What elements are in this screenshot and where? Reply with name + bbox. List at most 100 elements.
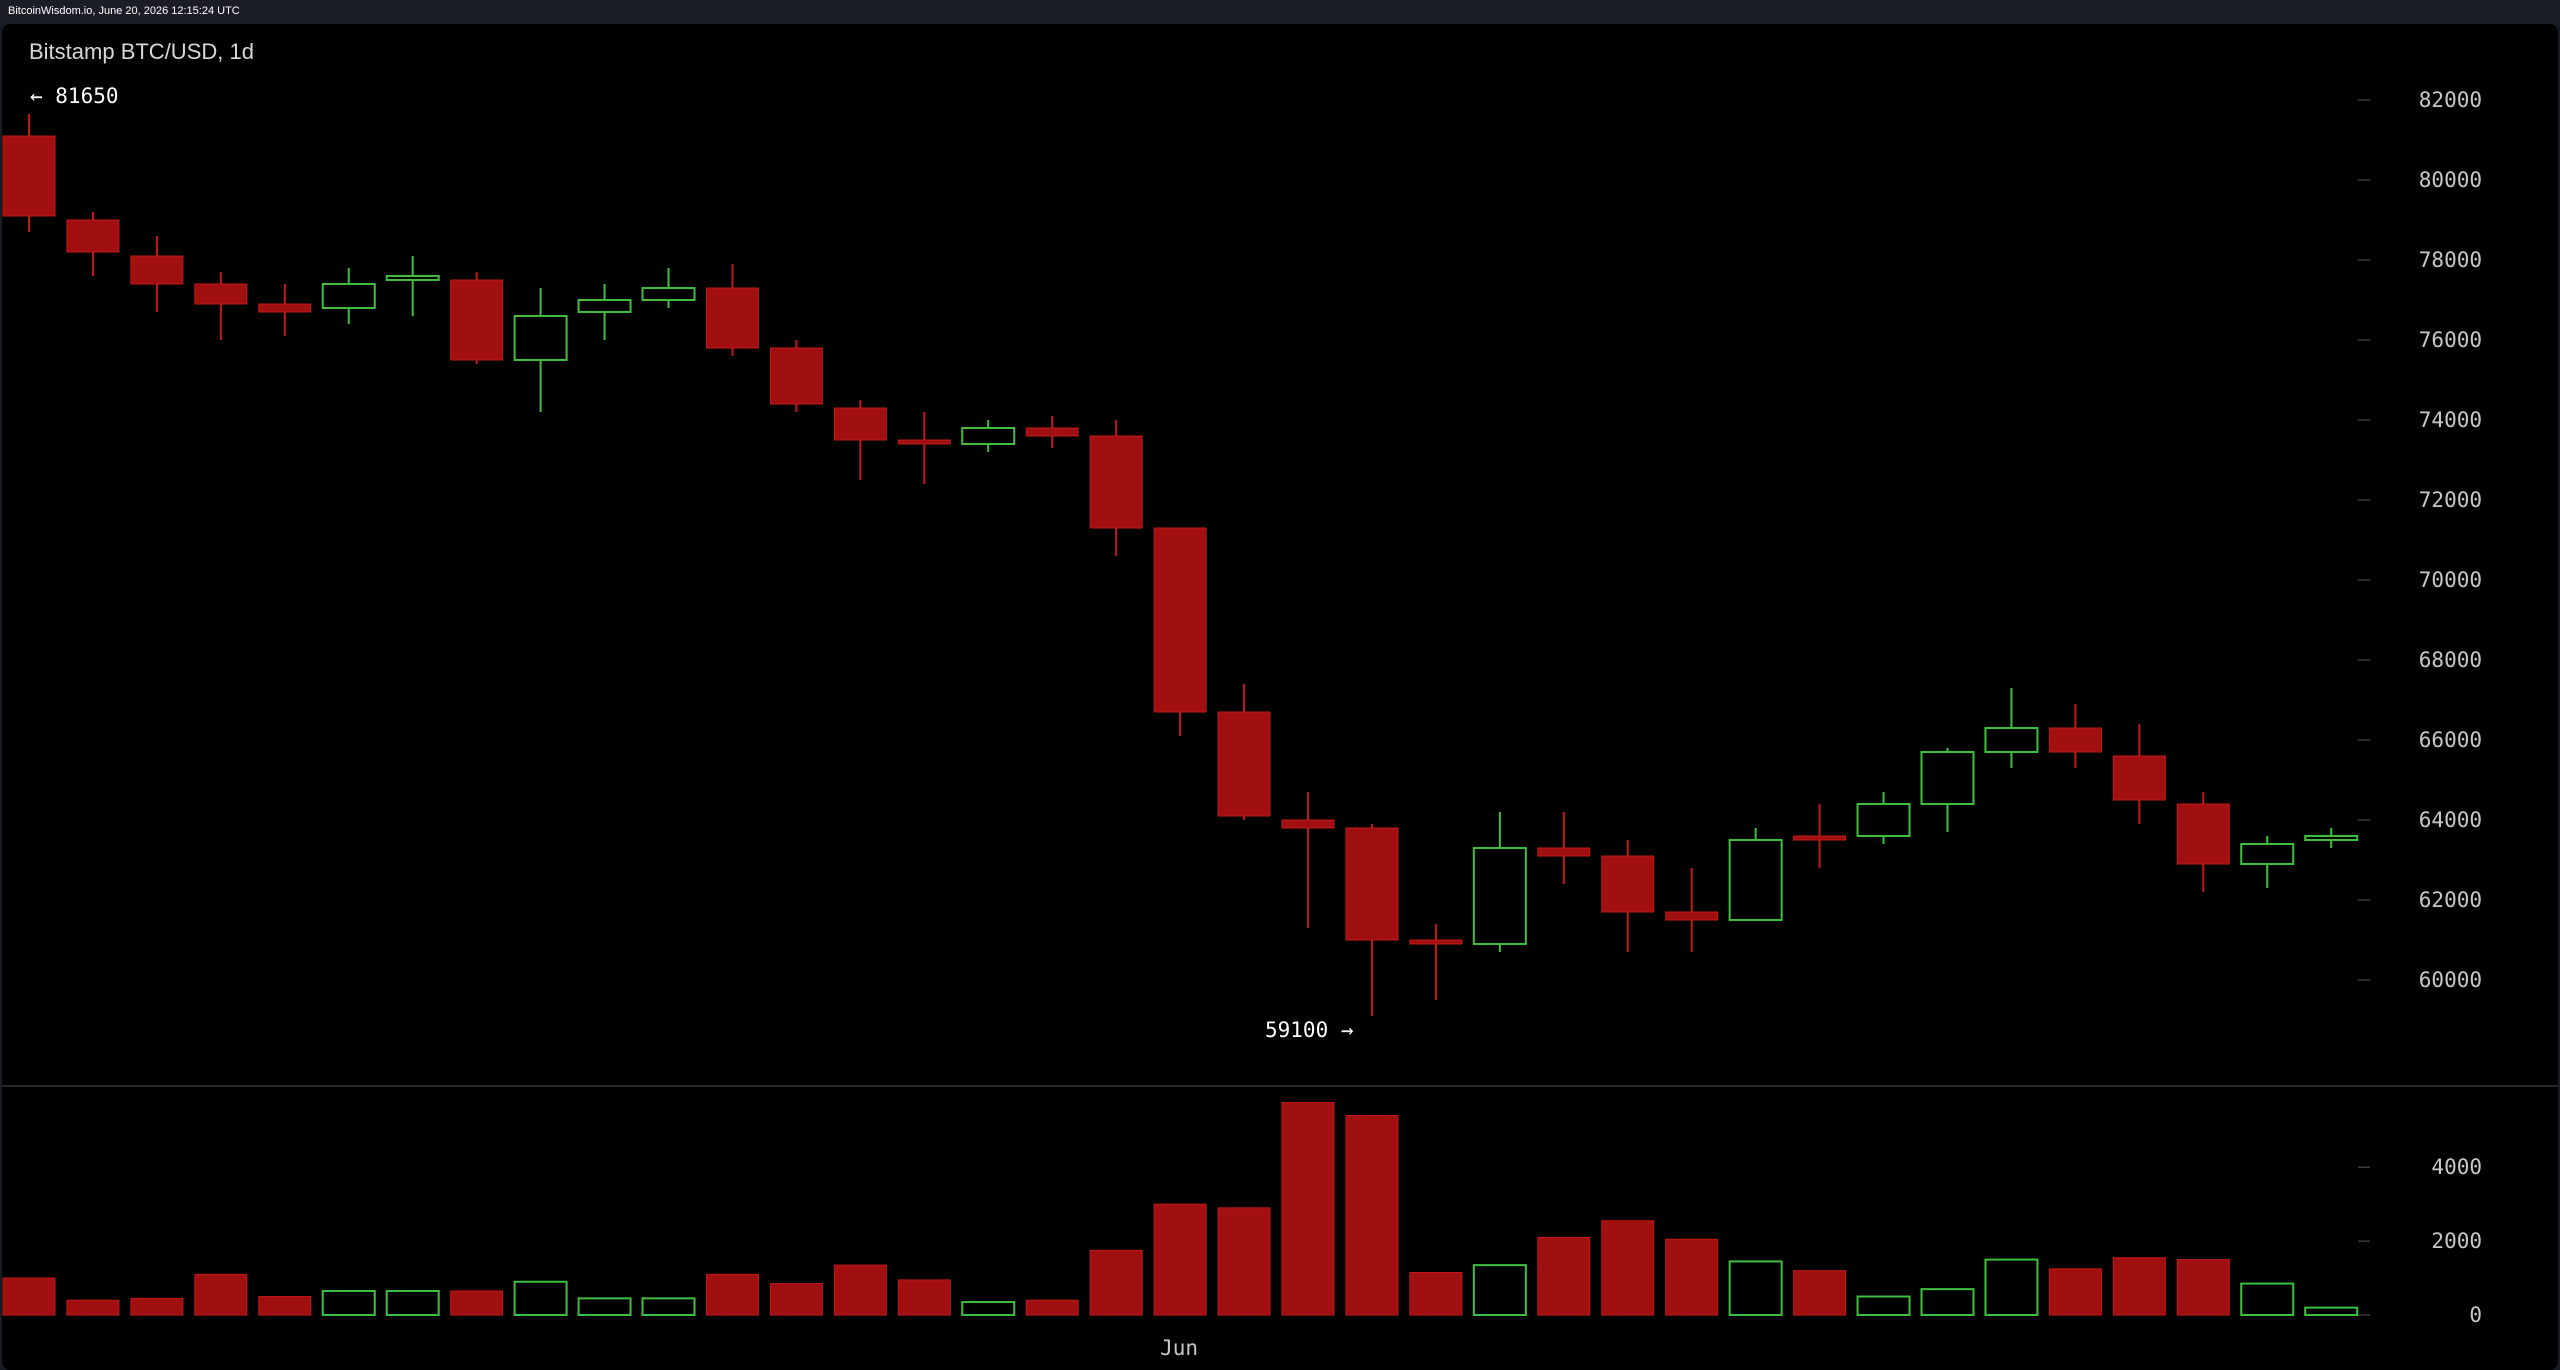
candle-body (1793, 835, 1847, 841)
volume-bar (2048, 1268, 2102, 1316)
volume-bar (2240, 1282, 2295, 1317)
candle-body (1920, 751, 1975, 805)
candle-body (1281, 819, 1335, 829)
volume-bar (833, 1264, 887, 1316)
volume-bar (1920, 1288, 1975, 1317)
candle-body (1984, 727, 2039, 753)
volume-bar (385, 1289, 440, 1316)
candle-body (513, 315, 568, 361)
low-annotation: 59100 → (1265, 1018, 1354, 1042)
candle-body (130, 255, 184, 285)
candle-body (641, 287, 696, 301)
volume-bar (321, 1289, 376, 1316)
candle-body (1089, 435, 1143, 529)
chart-frame[interactable]: Bitstamp BTC/USD, 1d ← 81650 59100 → 820… (2, 24, 2558, 1370)
volume-bar (1217, 1207, 1271, 1316)
volume-tick-label: 4000 (2431, 1155, 2482, 1179)
volume-bar (1793, 1270, 1847, 1316)
volume-bar (194, 1273, 248, 1316)
price-tick-label: 76000 (2419, 328, 2482, 352)
candle-body (1728, 839, 1783, 921)
volume-bar (961, 1301, 1016, 1316)
candle-body (450, 279, 504, 361)
candle-body (2048, 727, 2102, 753)
price-tick-label: 70000 (2419, 568, 2482, 592)
volume-bar (2304, 1306, 2359, 1317)
candle-series (2, 114, 2359, 1016)
volume-axis: 4000 2000 0 (2358, 1155, 2482, 1327)
volume-bar (1409, 1272, 1463, 1316)
volume-bar (1601, 1220, 1655, 1316)
volume-bar (1025, 1299, 1079, 1316)
candle-body (2304, 835, 2359, 841)
volume-bar (130, 1297, 184, 1316)
candle-body (2240, 843, 2295, 865)
candlestick-chart[interactable]: Bitstamp BTC/USD, 1d ← 81650 59100 → 820… (2, 24, 2558, 1370)
candle-body (1856, 803, 1911, 837)
volume-bar (450, 1290, 504, 1316)
candle-body (66, 219, 120, 253)
volume-bar (769, 1283, 823, 1316)
volume-bar (897, 1279, 951, 1316)
volume-bar (1345, 1114, 1399, 1316)
price-tick-label: 82000 (2419, 88, 2482, 112)
candle-body (1153, 527, 1207, 713)
volume-bar (1472, 1264, 1527, 1317)
volume-tick-label: 2000 (2431, 1229, 2482, 1253)
volume-bar (66, 1299, 120, 1316)
top-bar: BitcoinWisdom.io, June 20, 2026 12:15:24… (0, 0, 2560, 24)
candle-body (258, 303, 312, 313)
candle-body (194, 283, 248, 305)
candle-body (1665, 911, 1719, 921)
volume-bar (641, 1297, 696, 1317)
volume-bar (1665, 1238, 1719, 1316)
candle-body (2, 135, 56, 217)
price-tick-label: 74000 (2419, 408, 2482, 432)
volume-series (2, 1102, 2359, 1317)
price-tick-label: 80000 (2419, 168, 2482, 192)
volume-bar (513, 1280, 568, 1316)
candle-body (1537, 847, 1591, 857)
candle-body (321, 283, 376, 309)
price-tick-label: 78000 (2419, 248, 2482, 272)
volume-bar (2176, 1259, 2230, 1316)
price-tick-label: 66000 (2419, 728, 2482, 752)
time-axis: Jun (1160, 1336, 1198, 1360)
price-tick-label: 68000 (2419, 648, 2482, 672)
volume-bar (1984, 1258, 2039, 1317)
chart-title: Bitstamp BTC/USD, 1d (29, 39, 254, 64)
price-tick-label: 62000 (2419, 888, 2482, 912)
volume-bar (1537, 1236, 1591, 1316)
volume-bar (2, 1277, 56, 1316)
candle-body (1025, 427, 1079, 437)
volume-tick-label: 0 (2469, 1303, 2482, 1327)
candle-body (2112, 755, 2166, 801)
volume-bar (1089, 1249, 1143, 1316)
volume-bar (258, 1296, 312, 1316)
candle-body (897, 439, 951, 445)
candle-body (385, 275, 440, 281)
candle-body (1601, 855, 1655, 913)
candle-body (2176, 803, 2230, 865)
volume-bar (1281, 1102, 1335, 1316)
candle-body (1345, 827, 1399, 941)
candle-body (769, 347, 823, 405)
volume-bar (1856, 1295, 1911, 1316)
candle-body (833, 407, 887, 441)
candle-body (1472, 847, 1527, 945)
volume-bar (2112, 1257, 2166, 1316)
volume-bar (1728, 1260, 1783, 1316)
candle-body (961, 427, 1016, 445)
price-axis: 82000 80000 78000 76000 74000 72000 70000 68000… (2358, 88, 2482, 992)
volume-bar (1153, 1203, 1207, 1316)
source-label: BitcoinWisdom.io, June 20, 2026 12:15:24… (8, 5, 240, 17)
candle-body (705, 287, 759, 349)
price-tick-label: 64000 (2419, 808, 2482, 832)
high-annotation: ← 81650 (30, 84, 119, 108)
candle-body (577, 299, 632, 313)
price-tick-label: 72000 (2419, 488, 2482, 512)
time-tick-label: Jun (1160, 1336, 1198, 1360)
chart-background (2, 24, 2558, 1370)
price-tick-label: 60000 (2419, 968, 2482, 992)
volume-bar (705, 1273, 759, 1316)
